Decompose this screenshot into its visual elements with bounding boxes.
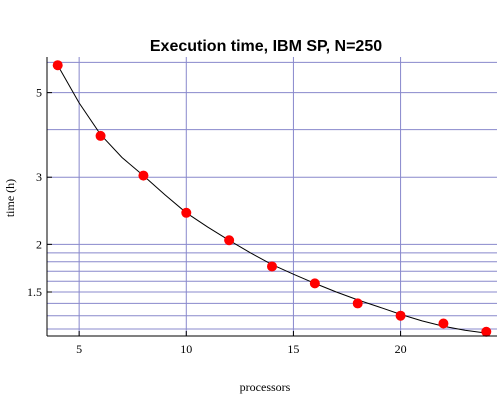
x-tick-label: 5 [76,342,82,356]
data-points [52,60,492,337]
y-tick-label: 3 [36,170,42,184]
x-axis-label: processors [240,380,291,394]
x-tick-label: 10 [180,342,192,356]
data-point [267,261,277,272]
data-point [224,235,235,246]
x-tick-label: 20 [395,342,407,356]
data-point [352,298,363,309]
x-tick-label: 15 [287,342,299,356]
y-axis-label: time (h) [3,179,17,217]
y-tick-label: 1.5 [27,285,42,299]
data-point [481,326,492,337]
y-tick-label: 5 [36,86,42,100]
data-point [138,170,149,181]
axis-ticks: 5 10 15 20 1.5 2 3 5 [27,86,407,356]
y-tick-label: 2 [36,237,42,251]
data-point [309,278,320,289]
chart-title: Execution time, IBM SP, N=250 [150,38,382,55]
data-point [95,130,106,141]
data-point [395,310,406,321]
data-point [438,318,449,329]
grid-lines [47,57,497,336]
fit-curve [57,64,487,334]
data-point [52,60,63,71]
data-point [181,207,192,218]
